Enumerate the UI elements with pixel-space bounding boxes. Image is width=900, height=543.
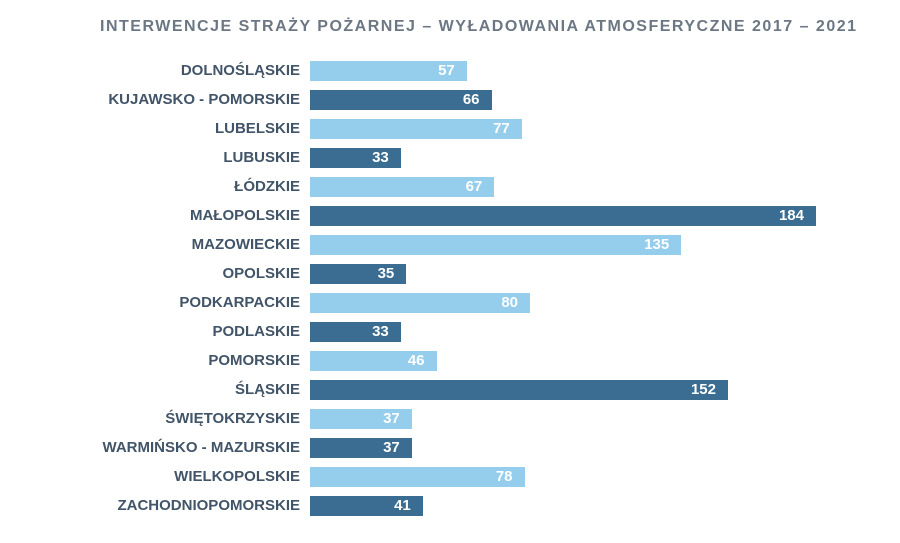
- bar-value: 80: [501, 294, 518, 311]
- chart-container: INTERWENCJE STRAŻY POŻARNEJ – WYŁADOWANI…: [0, 0, 900, 540]
- bar: 46: [310, 351, 437, 371]
- bar-area: 35: [310, 263, 860, 285]
- category-label: LUBELSKIE: [40, 120, 300, 137]
- bar-area: 37: [310, 437, 860, 459]
- category-label: OPOLSKIE: [40, 265, 300, 282]
- chart-row: LUBELSKIE 77: [40, 114, 860, 143]
- bar-area: 46: [310, 350, 860, 372]
- chart-row: ŚWIĘTOKRZYSKIE 37: [40, 404, 860, 433]
- bar: 57: [310, 61, 467, 81]
- bar-value: 67: [466, 178, 483, 195]
- bar-area: 41: [310, 495, 860, 517]
- bar-area: 80: [310, 292, 860, 314]
- bar: 33: [310, 148, 401, 168]
- chart-title: INTERWENCJE STRAŻY POŻARNEJ – WYŁADOWANI…: [100, 18, 860, 36]
- bar-area: 57: [310, 60, 860, 82]
- bar-value: 77: [493, 120, 510, 137]
- chart-row: WARMIŃSKO - MAZURSKIE 37: [40, 433, 860, 462]
- chart-row: PODLASKIE 33: [40, 317, 860, 346]
- bar-value: 184: [779, 207, 804, 224]
- bar: 184: [310, 206, 816, 226]
- bar-area: 67: [310, 176, 860, 198]
- category-label: PODKARPACKIE: [40, 294, 300, 311]
- category-label: POMORSKIE: [40, 352, 300, 369]
- category-label: KUJAWSKO - POMORSKIE: [40, 91, 300, 108]
- bar-area: 66: [310, 89, 860, 111]
- bar-value: 46: [408, 352, 425, 369]
- category-label: PODLASKIE: [40, 323, 300, 340]
- bar: 80: [310, 293, 530, 313]
- bar: 77: [310, 119, 522, 139]
- bar-area: 135: [310, 234, 860, 256]
- bar-value: 37: [383, 410, 400, 427]
- bar-area: 33: [310, 147, 860, 169]
- chart-row: MAZOWIECKIE 135: [40, 230, 860, 259]
- category-label: LUBUSKIE: [40, 149, 300, 166]
- bar-value: 57: [438, 62, 455, 79]
- bar-value: 66: [463, 91, 480, 108]
- chart-row: OPOLSKIE 35: [40, 259, 860, 288]
- chart-row: ZACHODNIOPOMORSKIE 41: [40, 491, 860, 520]
- bar-value: 41: [394, 497, 411, 514]
- category-label: ŚWIĘTOKRZYSKIE: [40, 410, 300, 427]
- bar-area: 77: [310, 118, 860, 140]
- bar: 152: [310, 380, 728, 400]
- chart-row: POMORSKIE 46: [40, 346, 860, 375]
- bar: 33: [310, 322, 401, 342]
- bar: 35: [310, 264, 406, 284]
- bar-area: 152: [310, 379, 860, 401]
- chart-row: LUBUSKIE 33: [40, 143, 860, 172]
- bar: 41: [310, 496, 423, 516]
- category-label: MAŁOPOLSKIE: [40, 207, 300, 224]
- chart-row: ŚLĄSKIE 152: [40, 375, 860, 404]
- chart-row: WIELKOPOLSKIE 78: [40, 462, 860, 491]
- chart-row: DOLNOŚLĄSKIE 57: [40, 56, 860, 85]
- bar-value: 135: [644, 236, 669, 253]
- bar-value: 37: [383, 439, 400, 456]
- category-label: WIELKOPOLSKIE: [40, 468, 300, 485]
- category-label: MAZOWIECKIE: [40, 236, 300, 253]
- bar: 135: [310, 235, 681, 255]
- chart-row: KUJAWSKO - POMORSKIE 66: [40, 85, 860, 114]
- bar: 37: [310, 409, 412, 429]
- chart-row: PODKARPACKIE 80: [40, 288, 860, 317]
- bar-value: 152: [691, 381, 716, 398]
- bar: 67: [310, 177, 494, 197]
- bar-value: 78: [496, 468, 513, 485]
- bar-value: 33: [372, 149, 389, 166]
- bar: 37: [310, 438, 412, 458]
- bar: 66: [310, 90, 492, 110]
- bar-area: 37: [310, 408, 860, 430]
- chart-row: ŁÓDZKIE 67: [40, 172, 860, 201]
- category-label: ŁÓDZKIE: [40, 178, 300, 195]
- category-label: WARMIŃSKO - MAZURSKIE: [40, 439, 300, 456]
- category-label: ZACHODNIOPOMORSKIE: [40, 497, 300, 514]
- bar-area: 78: [310, 466, 860, 488]
- bar-value: 35: [378, 265, 395, 282]
- chart-row: MAŁOPOLSKIE 184: [40, 201, 860, 230]
- bar-area: 33: [310, 321, 860, 343]
- category-label: ŚLĄSKIE: [40, 381, 300, 398]
- bar-value: 33: [372, 323, 389, 340]
- category-label: DOLNOŚLĄSKIE: [40, 62, 300, 79]
- bar-area: 184: [310, 205, 860, 227]
- bar: 78: [310, 467, 525, 487]
- chart-rows: DOLNOŚLĄSKIE 57 KUJAWSKO - POMORSKIE 66 LUBE…: [40, 56, 860, 520]
